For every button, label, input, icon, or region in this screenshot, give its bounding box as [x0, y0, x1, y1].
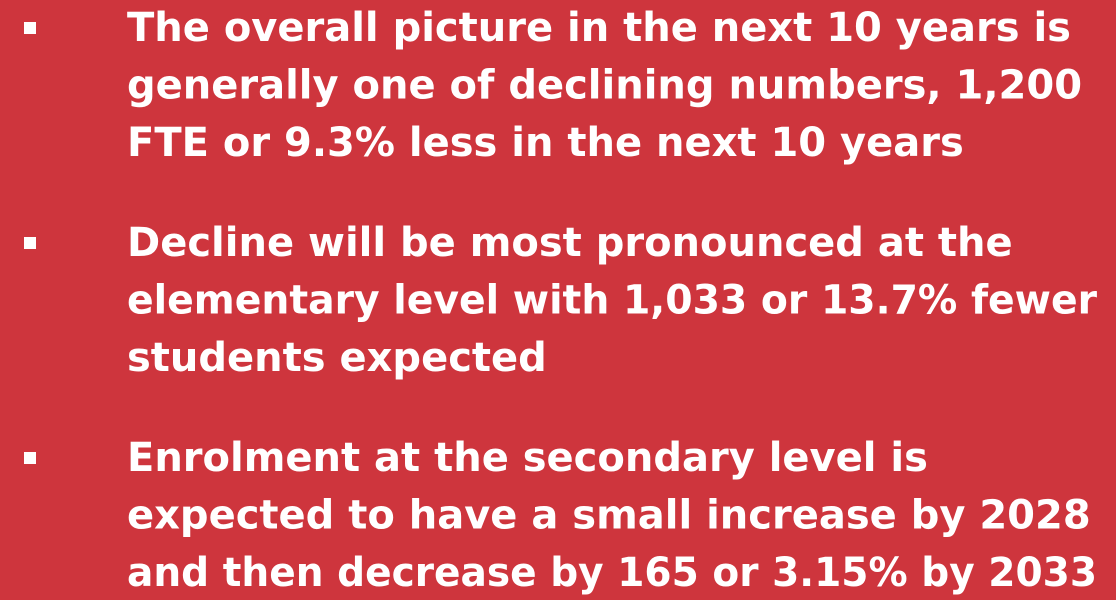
bullet-text-line: Decline will be most pronounced at the [127, 220, 1013, 266]
bullet-marker [24, 22, 36, 34]
bullet-text-line: Enrolment at the secondary level is [127, 435, 928, 481]
bullet-text-line: and then decrease by 165 or 3.15% by 203… [127, 550, 1097, 596]
bullet-text-line: generally one of declining numbers, 1,20… [127, 63, 1082, 109]
bullet-marker [24, 237, 36, 249]
bullet-text-line: elementary level with 1,033 or 13.7% few… [127, 278, 1097, 324]
bullet-text-line: students expected [127, 335, 547, 381]
bullet-marker [24, 452, 36, 464]
bullet-text-line: FTE or 9.3% less in the next 10 years [127, 120, 964, 166]
bullet-text-line: The overall picture in the next 10 years… [127, 5, 1071, 51]
bullet-text-line: expected to have a small increase by 202… [127, 493, 1091, 539]
